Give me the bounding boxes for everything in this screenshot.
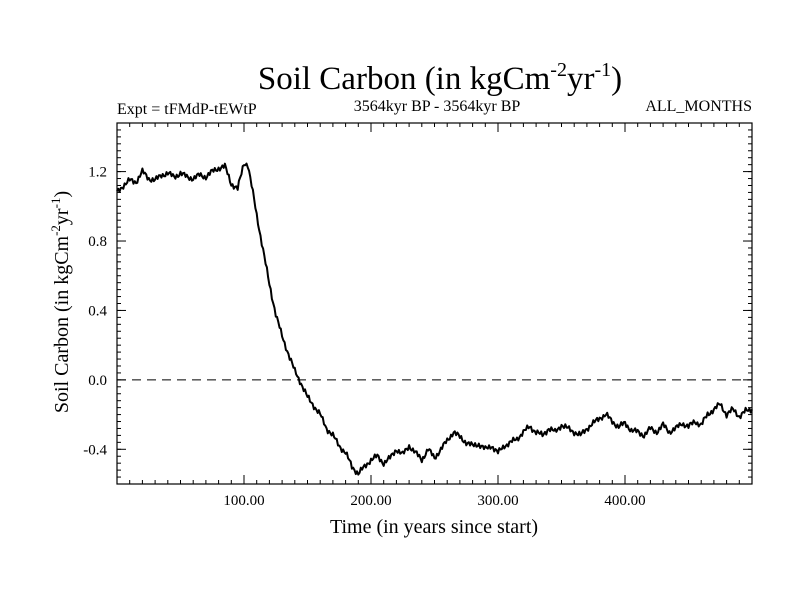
title-superscript-2: -1 (594, 59, 611, 81)
y-tick-label: 0.4 (88, 303, 107, 319)
title-mid: yr (567, 61, 595, 97)
y-tick-label: 0.0 (88, 373, 107, 389)
x-tick-label: 100.00 (223, 493, 264, 509)
subtitle-months: ALL_MONTHS (645, 98, 752, 115)
plot-frame (116, 122, 753, 485)
y-tick-label: 0.8 (88, 234, 107, 250)
y-tick-label: -0.4 (83, 442, 107, 458)
subtitle-experiment: Expt = tFMdP-tEWtP (117, 101, 257, 118)
title-superscript-1: -2 (550, 59, 567, 81)
ylabel-end: ) (51, 191, 73, 198)
title-main: Soil Carbon (in kgCm (258, 61, 551, 97)
x-tick-label: 300.00 (477, 493, 518, 509)
ylabel-superscript-1: -2 (48, 225, 63, 236)
y-tick-label: 1.2 (88, 165, 107, 181)
chart-title: Soil Carbon (in kgCm-2yr-1) (258, 59, 622, 97)
title-end: ) (611, 61, 622, 97)
y-axis-label: Soil Carbon (in kgCm-2yr-1) (48, 191, 73, 413)
axis-ticks: 100.00 200.00 300.00 400.00 -0.4 0.0 0.4 0.8 1.2 (83, 123, 752, 509)
series-line-soil-carbon (116, 162, 753, 476)
x-tick-label: 400.00 (604, 493, 645, 509)
ylabel-mid: yr (51, 208, 73, 225)
x-axis-label: Time (in years since start) (330, 516, 538, 538)
subtitle-period: 3564kyr BP - 3564kyr BP (354, 98, 521, 115)
x-tick-label: 200.00 (350, 493, 391, 509)
ylabel-superscript-2: -1 (48, 198, 63, 209)
ylabel-main: Soil Carbon (in kgCm (51, 235, 73, 413)
